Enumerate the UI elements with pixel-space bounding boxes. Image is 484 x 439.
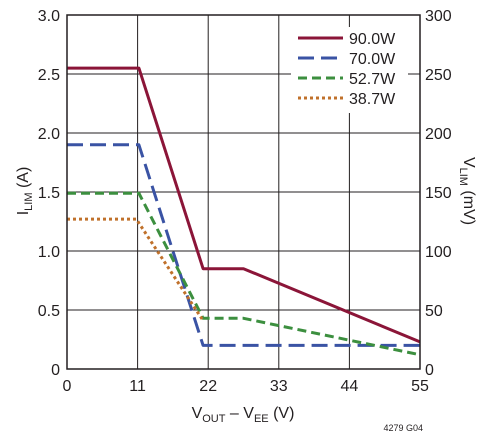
y-left-tick-label: 2.0 xyxy=(38,126,60,143)
plot-frame xyxy=(66,14,421,370)
y-right-tick-label: 200 xyxy=(425,126,452,143)
y-right-axis-label: VLIM (mV) xyxy=(457,157,477,225)
y-right-tick-label: 300 xyxy=(425,8,452,25)
y-left-tick-label: 3.0 xyxy=(38,8,60,25)
figure-note: 4279 G04 xyxy=(383,423,423,433)
legend: 90.0W 70.0W 52.7W 38.7W xyxy=(291,27,408,113)
x-tick-label: 22 xyxy=(199,378,217,395)
series-line-38.7W xyxy=(67,217,205,322)
y-left-tick-label: 2.5 xyxy=(38,67,60,84)
x-tick-label: 11 xyxy=(129,378,146,395)
y-right-tick-label: 50 xyxy=(425,303,443,320)
y-right-tick-label: 100 xyxy=(425,244,452,261)
series-line-90.0W xyxy=(67,66,421,344)
series-line-52.7W xyxy=(67,191,421,357)
y-left-axis-label: ILIM (A) xyxy=(15,167,35,216)
legend-label: 38.7W xyxy=(349,91,396,108)
y-left-tick-label: 1.5 xyxy=(38,185,60,202)
legend-label: 70.0W xyxy=(349,51,396,68)
y-left-tick-label: 0 xyxy=(51,362,60,379)
y-right-tick-label: 150 xyxy=(425,185,452,202)
legend-label: 52.7W xyxy=(349,71,396,88)
x-axis-label: VOUT – VEE (V) xyxy=(192,405,295,425)
x-tick-label: 55 xyxy=(411,378,429,395)
x-tick-label: 0 xyxy=(63,378,72,395)
y-left-tick-label: 0.5 xyxy=(38,303,60,320)
legend-label: 90.0W xyxy=(349,31,396,48)
series-layer xyxy=(67,66,421,357)
series-line-70.0W xyxy=(67,143,420,347)
y-right-tick-label: 250 xyxy=(425,67,452,84)
y-left-tick-label: 1.0 xyxy=(38,244,60,261)
x-tick-label: 33 xyxy=(270,378,288,395)
y-right-tick-label: 0 xyxy=(425,362,434,379)
x-tick-label: 44 xyxy=(341,378,359,395)
ticks-layer: 0 11 22 33 44 5500.51.01.52.02.53.00501001502… xyxy=(38,8,452,395)
